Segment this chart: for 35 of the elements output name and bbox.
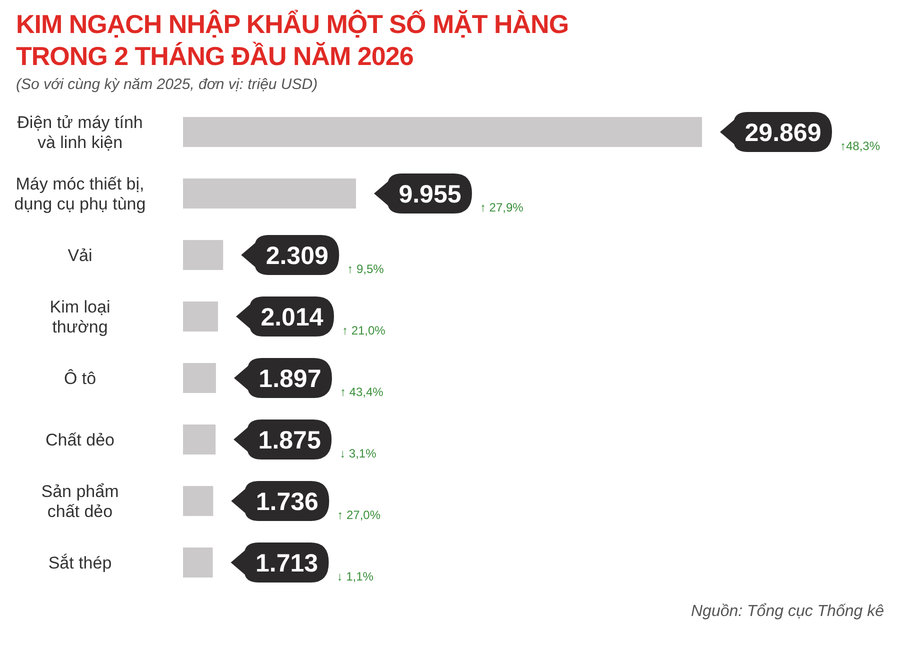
data-label: 1.713 [255, 549, 318, 578]
data-label: 1.736 [256, 488, 318, 516]
data-label: 2.309 [266, 242, 328, 270]
data-label: 2.014 [260, 303, 324, 332]
annotation: ↑ 27,9% [480, 200, 524, 214]
bar [183, 116, 702, 147]
bar [183, 301, 218, 332]
data-label: 29.869 [744, 118, 822, 147]
chart-title: KIM NGẠCH NHẬP KHẨU MỘT SỐ MẶT HÀNG TRONG 2 THÁNG ĐẦU NĂM 2026 [16, 8, 570, 72]
text: Nguồn: Tổng cục Thống kê [690, 603, 884, 621]
data-label: 1.875 [258, 426, 321, 454]
y-tick-label: Điện tử máy tính và linh kiện [17, 112, 143, 152]
annotation: ↑ 43,4% [340, 384, 384, 399]
y-tick-label: Chất dẻo [46, 430, 114, 450]
annotation: ↓ 1,1% [336, 569, 374, 584]
bar [183, 178, 356, 208]
y-tick-label: Vải [68, 246, 92, 265]
bar [183, 424, 216, 454]
bar [183, 240, 224, 270]
bar [183, 486, 214, 516]
text: ↑48,3% [840, 138, 880, 153]
data-label: 9.955 [398, 180, 462, 208]
chart-subtitle: (So với cùng kỳ năm 2025, đơn vị: triệu USD) [16, 76, 319, 93]
annotation: ↑ 9,5% [347, 262, 384, 276]
data-label: 1.897 [258, 364, 322, 393]
y-tick-label: Máy móc thiết bị, dụng cụ phụ tùng [14, 174, 146, 214]
bar [183, 547, 213, 578]
y-tick-label: Ô tô [64, 368, 96, 388]
y-tick-label: Sắt thép [48, 553, 112, 572]
y-tick-label: Kim loại thường [50, 297, 110, 336]
annotation: ↑ 27,0% [337, 508, 381, 522]
y-tick-label: Sản phẩm chất dẻo [41, 482, 119, 521]
annotation: ↑ 21,0% [342, 323, 386, 338]
annotation: ↓ 3,1% [340, 446, 377, 460]
bar [183, 362, 216, 393]
